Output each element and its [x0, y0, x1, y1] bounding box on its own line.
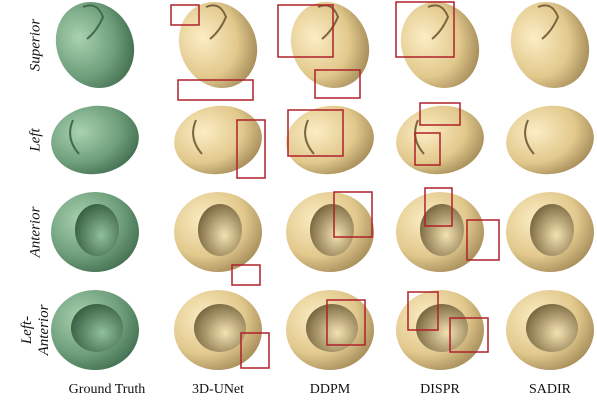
heart-edge — [69, 119, 80, 155]
heart-cavity — [306, 304, 358, 352]
heart-edge — [192, 119, 203, 155]
heart-render — [174, 105, 262, 175]
highlight-box — [236, 119, 266, 179]
heart-cavity — [198, 204, 242, 256]
heart-cavity — [526, 304, 578, 352]
heart-render — [510, 2, 590, 88]
highlight-box — [407, 291, 439, 331]
row-label: Superior — [27, 19, 43, 72]
highlight-box — [231, 264, 261, 286]
heart-cavity — [71, 304, 123, 352]
heart-edge — [304, 119, 315, 155]
heart-render — [178, 2, 258, 88]
heart-cavity — [194, 304, 246, 352]
highlight-box — [277, 4, 334, 58]
heart-edge — [82, 4, 105, 40]
highlight-box — [419, 102, 461, 126]
heart-edge — [427, 4, 450, 40]
highlight-box — [326, 299, 366, 346]
highlight-box — [177, 79, 254, 101]
column-label: 3D-UNet — [192, 382, 244, 397]
row-label: Anterior — [36, 304, 52, 356]
row-label: Left- — [19, 316, 35, 345]
heart-render — [506, 105, 594, 175]
heart-cavity — [416, 304, 468, 352]
highlight-box — [414, 132, 441, 166]
highlight-box — [287, 109, 344, 157]
heart-cavity — [420, 204, 464, 256]
column-label: DISPR — [420, 382, 460, 397]
highlight-box — [449, 317, 489, 353]
heart-edge — [537, 4, 560, 40]
highlight-box — [424, 187, 453, 227]
heart-render — [55, 2, 135, 88]
heart-render — [286, 105, 374, 175]
highlight-box — [240, 332, 270, 369]
highlight-box — [466, 219, 500, 261]
column-label: SADIR — [529, 382, 572, 397]
row-label: Left — [27, 128, 43, 153]
heart-cavity — [310, 204, 354, 256]
heart-edge — [205, 4, 228, 40]
highlight-box — [395, 1, 455, 58]
heart-cavity — [75, 204, 119, 256]
heart-cavity — [530, 204, 574, 256]
heart-render — [51, 105, 139, 175]
heart-edge — [524, 119, 535, 155]
row-label: Anterior — [27, 206, 43, 258]
column-label: Ground Truth — [69, 382, 146, 397]
highlight-box — [170, 4, 200, 26]
heart-render — [290, 2, 370, 88]
highlight-box — [333, 191, 373, 238]
highlight-box — [314, 69, 361, 99]
column-label: DDPM — [310, 382, 351, 397]
heart-render — [400, 2, 480, 88]
